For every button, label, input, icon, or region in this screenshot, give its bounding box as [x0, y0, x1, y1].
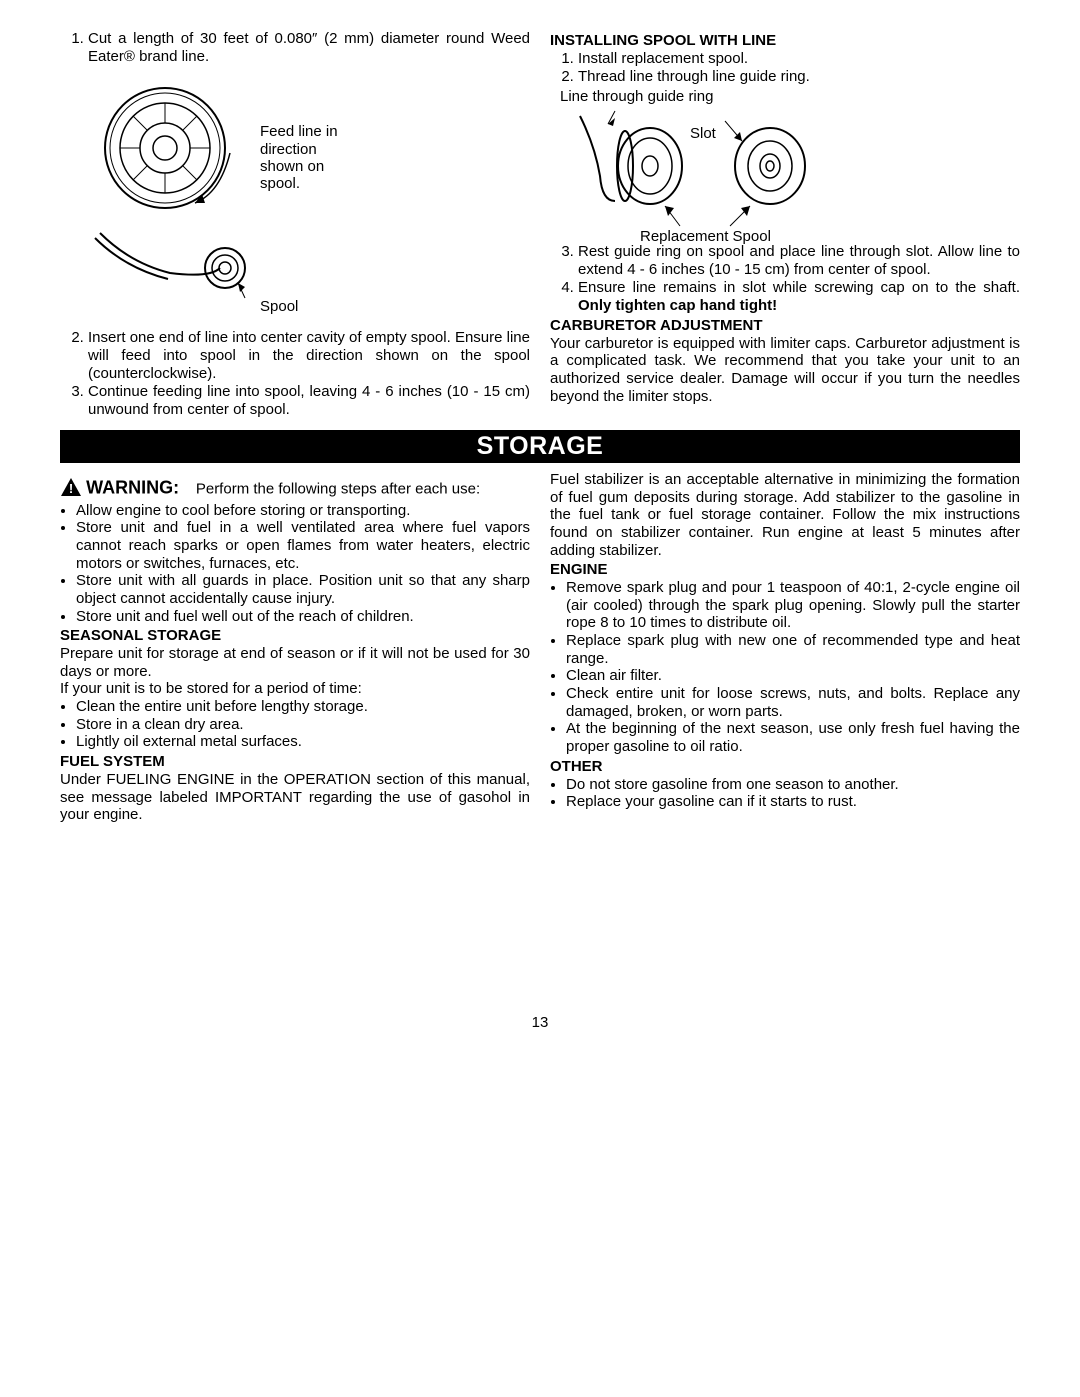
- carburetor-heading: CARBURETOR ADJUSTMENT: [550, 317, 1020, 335]
- engine-bullets: Remove spark plug and pour 1 teaspoon of…: [550, 579, 1020, 756]
- install-steps-part1: Install replacement spool. Thread line t…: [550, 50, 1020, 86]
- replacement-spool-label: Replacement Spool: [640, 228, 771, 245]
- engine-heading: ENGINE: [550, 561, 1020, 579]
- storage-banner: STORAGE: [60, 430, 1020, 463]
- other-bullets: Do not store gasoline from one season to…: [550, 776, 1020, 811]
- warning-icon: !: [60, 477, 82, 502]
- seasonal-heading: SEASONAL STORAGE: [60, 627, 530, 645]
- seasonal-bullets: Clean the entire unit before lengthy sto…: [60, 698, 530, 751]
- seasonal-text2: If your unit is to be stored for a perio…: [60, 680, 530, 698]
- install-step-3: Rest guide ring on spool and place line …: [578, 243, 1020, 278]
- install-step-4: Ensure line remains in slot while screwi…: [578, 279, 1020, 314]
- feed-label: Feed line in direction shown on spool.: [260, 123, 360, 192]
- guide-ring-diagram: Line through guide ring: [550, 88, 1020, 243]
- page-number: 13: [60, 1014, 1020, 1031]
- fuel-heading: FUEL SYSTEM: [60, 753, 530, 771]
- step-2: Insert one end of line into center cavit…: [88, 329, 530, 382]
- step-1: Cut a length of 30 feet of 0.080″ (2 mm)…: [88, 30, 530, 65]
- install-step-1: Install replacement spool.: [578, 50, 1020, 68]
- installing-spool-heading: INSTALLING SPOOL WITH LINE: [550, 32, 1020, 50]
- line-replacement-steps-part1: Cut a length of 30 feet of 0.080″ (2 mm)…: [60, 30, 530, 65]
- slot-label: Slot: [690, 125, 716, 142]
- svg-text:!: !: [69, 481, 73, 496]
- warning-bullets: Allow engine to cool before storing or t…: [60, 502, 530, 626]
- install-step-2: Thread line through line guide ring.: [578, 68, 1020, 86]
- warning-label: WARNING:: [86, 477, 179, 497]
- warning-intro: Perform the following steps after each u…: [196, 480, 480, 497]
- stabilizer-text: Fuel stabilizer is an acceptable alterna…: [550, 471, 1020, 559]
- seasonal-text1: Prepare unit for storage at end of seaso…: [60, 645, 530, 680]
- spool-diagram: Feed line in direction shown on spool. S…: [60, 73, 530, 323]
- other-heading: OTHER: [550, 758, 1020, 776]
- install-steps-part2: Rest guide ring on spool and place line …: [550, 243, 1020, 315]
- guide-ring-label: Line through guide ring: [560, 88, 713, 105]
- step-3: Continue feeding line into spool, leavin…: [88, 383, 530, 418]
- fuel-text: Under FUELING ENGINE in the OPERATION se…: [60, 771, 530, 824]
- line-replacement-steps-part2: Insert one end of line into center cavit…: [60, 329, 530, 418]
- carburetor-text: Your carburetor is equipped with limiter…: [550, 335, 1020, 406]
- warning-block: ! WARNING: Perform the following steps a…: [60, 477, 530, 502]
- spool-label: Spool: [260, 298, 298, 315]
